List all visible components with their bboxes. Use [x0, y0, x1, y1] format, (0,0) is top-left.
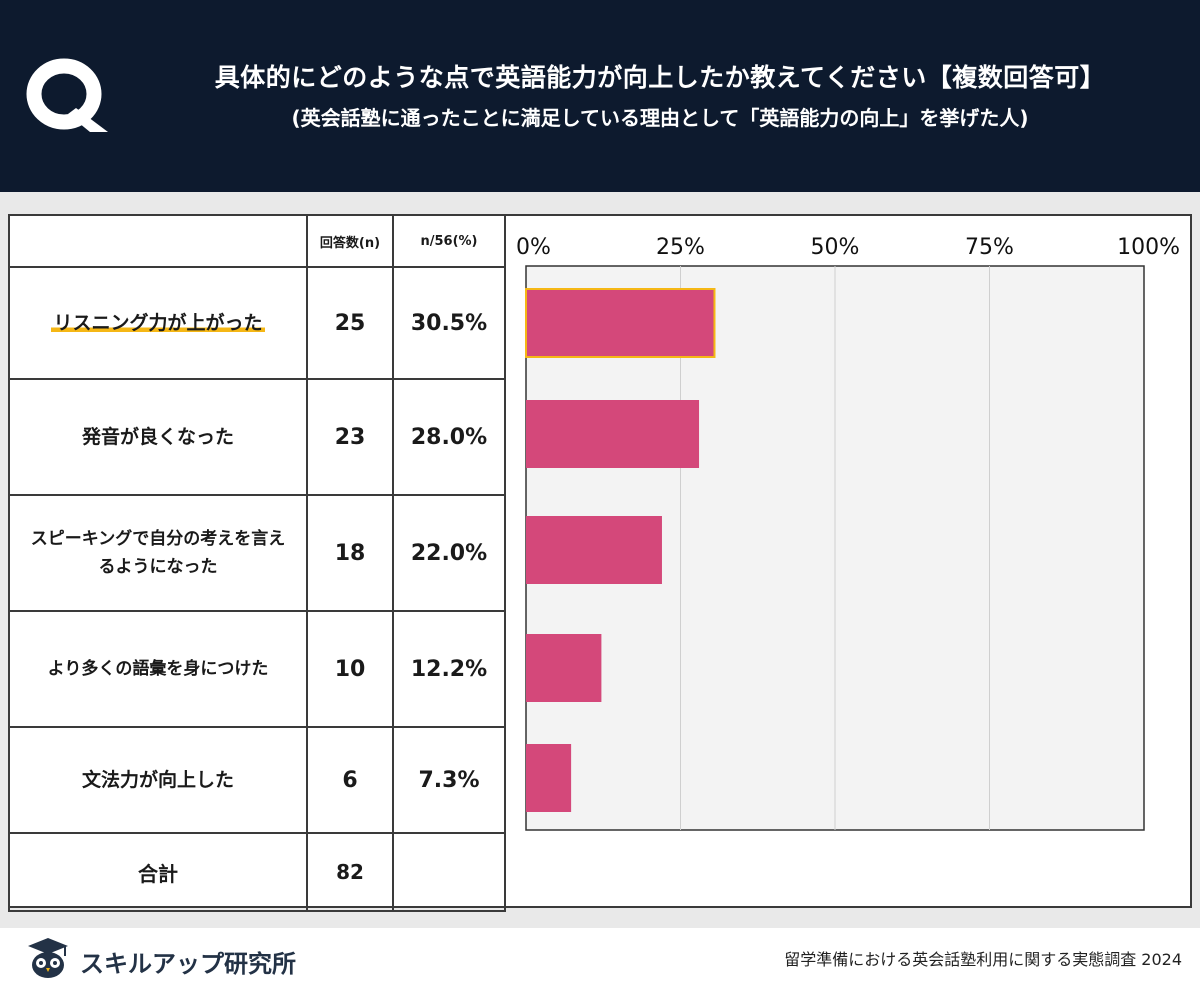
question-subtitle: (英会話塾に通ったことに満足している理由として「英語能力の向上」を挙げた人): [291, 106, 1029, 130]
count-cell: 6: [306, 726, 394, 834]
header-banner: 具体的にどのような点で英語能力が向上したか教えてください【複数回答可】 (英会話…: [0, 0, 1200, 192]
bar: [526, 744, 572, 812]
q-icon: [26, 58, 108, 132]
bar: [526, 400, 700, 468]
bar: [526, 634, 602, 702]
item-label: 発音が良くなった: [8, 378, 308, 496]
total-label: 合計: [8, 832, 308, 912]
count-cell: 23: [306, 378, 394, 496]
total-row: 合計 82: [8, 832, 506, 912]
x-tick-label: 75%: [965, 235, 1014, 260]
x-tick-label: 100%: [1117, 235, 1180, 260]
bar: [525, 288, 716, 358]
table-header-row: 回答数(n) n/56(%): [8, 214, 506, 268]
owl-logo-icon: [28, 938, 68, 978]
x-tick-label: 50%: [811, 235, 860, 260]
table-row: 発音が良くなった 23 28.0%: [8, 378, 506, 496]
percent-cell: 12.2%: [392, 610, 506, 728]
item-label: より多くの語彙を身につけた: [8, 610, 308, 728]
table-row: より多くの語彙を身につけた 10 12.2%: [8, 610, 506, 728]
total-percent-empty: [392, 832, 506, 912]
table-row: スピーキングで自分の考えを言えるようになった 18 22.0%: [8, 494, 506, 612]
percent-cell: 7.3%: [392, 726, 506, 834]
x-tick-label: 25%: [656, 235, 705, 260]
table-row: リスニング力が上がった 25 30.5%: [8, 266, 506, 380]
x-tick-label: 0%: [516, 235, 551, 260]
results-table: 回答数(n) n/56(%) リスニング力が上がった 25 30.5% 発音が良…: [8, 214, 506, 912]
table-row: 文法力が向上した 6 7.3%: [8, 726, 506, 834]
count-cell: 25: [306, 266, 394, 380]
count-cell: 18: [306, 494, 394, 612]
total-count: 82: [306, 832, 394, 912]
header-percent: n/56(%): [392, 214, 506, 268]
highlighted-label: リスニング力が上がった: [51, 312, 265, 334]
header-count: 回答数(n): [306, 214, 394, 268]
source-caption: 留学準備における英会話塾利用に関する実態調査 2024: [784, 950, 1182, 969]
item-label: 文法力が向上した: [8, 726, 308, 834]
count-cell: 10: [306, 610, 394, 728]
bar-chart: 0% 25% 50% 75% 100%: [516, 235, 1180, 831]
percent-cell: 28.0%: [392, 378, 506, 496]
footer: [0, 928, 1200, 984]
item-label: リスニング力が上がった: [8, 266, 308, 380]
header-item-cell: [8, 214, 308, 268]
percent-cell: 30.5%: [392, 266, 506, 380]
item-label-text: スピーキングで自分の考えを言えるようになった: [30, 529, 286, 577]
question-title: 具体的にどのような点で英語能力が向上したか教えてください【複数回答可】: [214, 63, 1106, 92]
percent-cell: 22.0%: [392, 494, 506, 612]
brand-name: スキルアップ研究所: [80, 950, 296, 978]
item-label: スピーキングで自分の考えを言えるようになった: [8, 494, 308, 612]
bar: [526, 516, 662, 584]
